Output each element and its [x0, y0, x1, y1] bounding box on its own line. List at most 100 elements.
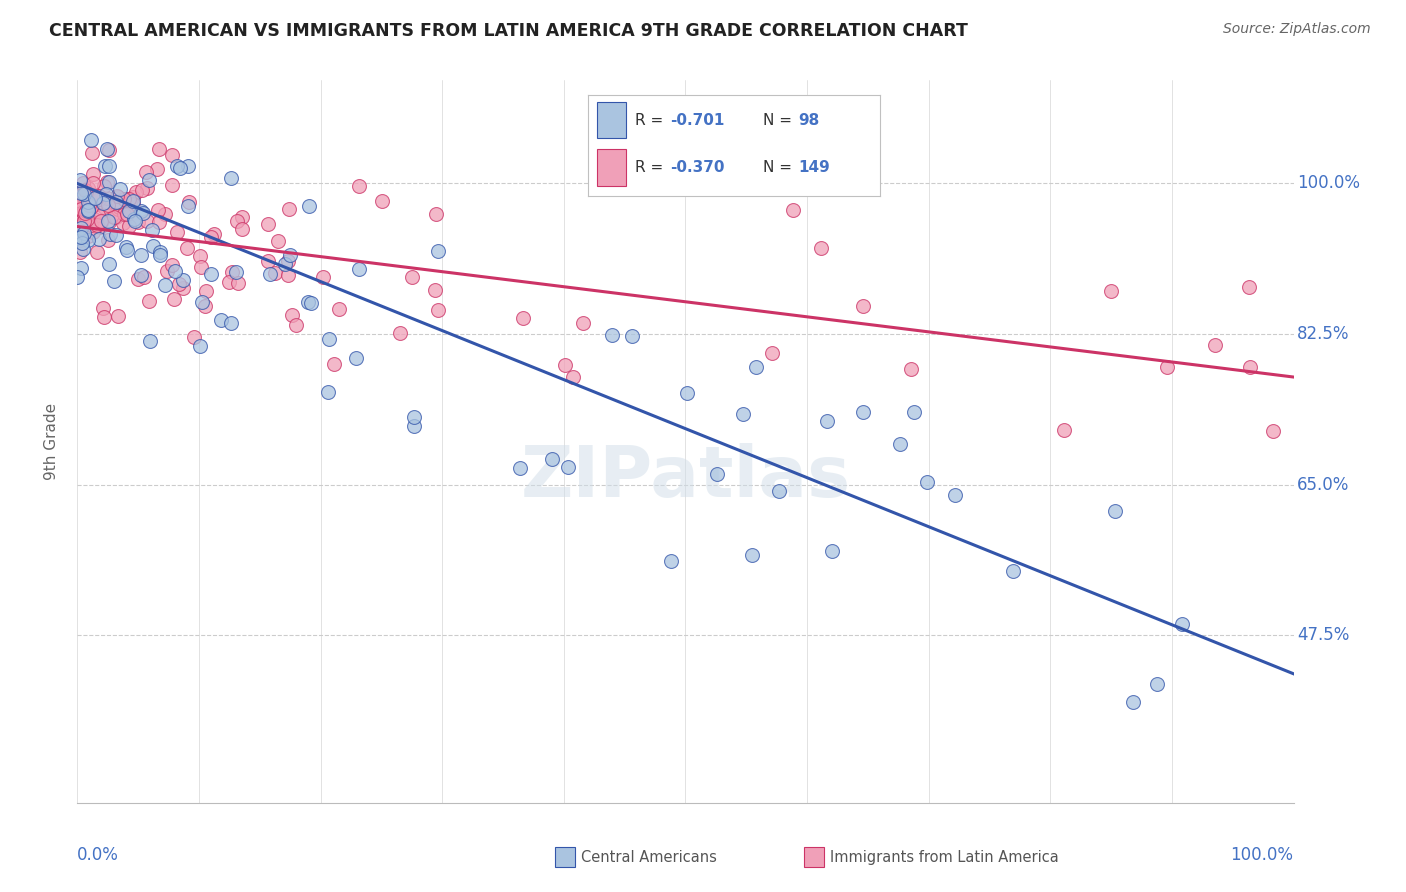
- Point: [97, 214, 120, 228]
- Point: [70, 196, 93, 211]
- Point: [82, 167, 104, 181]
- Point: [149, 248, 172, 262]
- Point: [72, 242, 94, 256]
- Point: [554, 358, 576, 372]
- Point: [509, 461, 531, 475]
- Point: [67, 230, 90, 244]
- Point: [943, 488, 966, 502]
- Point: [148, 142, 170, 156]
- Point: [231, 210, 253, 224]
- Point: [169, 161, 191, 176]
- Point: [69, 172, 91, 186]
- Point: [73, 227, 96, 241]
- Point: [77, 234, 100, 248]
- Point: [153, 277, 176, 292]
- Point: [111, 202, 134, 217]
- Point: [900, 362, 922, 376]
- Point: [371, 194, 394, 209]
- Text: 47.5%: 47.5%: [1298, 626, 1350, 644]
- Point: [111, 216, 134, 230]
- Point: [66, 220, 89, 235]
- Point: [76, 203, 98, 218]
- Point: [1156, 359, 1178, 374]
- Point: [163, 263, 186, 277]
- Point: [761, 345, 783, 359]
- Point: [87, 189, 110, 203]
- Point: [404, 410, 426, 425]
- Point: [200, 267, 222, 281]
- Point: [263, 266, 285, 280]
- Point: [125, 186, 148, 200]
- Point: [190, 260, 212, 274]
- Point: [903, 404, 925, 418]
- Point: [146, 203, 169, 218]
- Point: [86, 245, 108, 260]
- Text: CENTRAL AMERICAN VS IMMIGRANTS FROM LATIN AMERICA 9TH GRADE CORRELATION CHART: CENTRAL AMERICAN VS IMMIGRANTS FROM LATI…: [49, 22, 969, 40]
- Point: [70, 186, 93, 201]
- Point: [1099, 285, 1122, 299]
- Point: [129, 268, 152, 282]
- Point: [103, 210, 125, 224]
- Point: [1104, 504, 1126, 518]
- Point: [75, 203, 97, 218]
- Point: [226, 277, 249, 291]
- Point: [344, 351, 367, 365]
- Text: 82.5%: 82.5%: [1298, 325, 1350, 343]
- Point: [166, 225, 188, 239]
- Point: [75, 183, 97, 197]
- Point: [160, 147, 183, 161]
- Point: [132, 206, 155, 220]
- Point: [96, 142, 118, 156]
- Point: [706, 467, 728, 481]
- Point: [256, 217, 278, 231]
- Point: [821, 544, 844, 558]
- Point: [277, 268, 299, 283]
- Point: [103, 274, 125, 288]
- Point: [176, 198, 198, 212]
- Point: [69, 245, 91, 260]
- Point: [97, 233, 120, 247]
- Point: [177, 159, 200, 173]
- Point: [183, 330, 205, 344]
- Point: [145, 162, 167, 177]
- Point: [731, 407, 754, 421]
- Point: [162, 178, 184, 192]
- Point: [194, 284, 217, 298]
- Point: [67, 205, 90, 219]
- Point: [112, 192, 135, 206]
- Point: [97, 198, 120, 212]
- Point: [426, 244, 449, 258]
- Point: [221, 170, 243, 185]
- Point: [96, 194, 118, 209]
- Point: [82, 146, 104, 161]
- Point: [768, 483, 790, 498]
- Point: [73, 186, 96, 201]
- Point: [107, 200, 129, 214]
- Point: [67, 199, 90, 213]
- Point: [166, 159, 188, 173]
- Point: [112, 202, 135, 216]
- Point: [218, 275, 240, 289]
- Point: [231, 222, 253, 236]
- Point: [621, 328, 644, 343]
- Point: [72, 176, 94, 190]
- Point: [135, 181, 157, 195]
- Point: [91, 195, 114, 210]
- Point: [142, 239, 165, 253]
- Point: [1002, 564, 1025, 578]
- Point: [77, 198, 100, 212]
- Point: [96, 191, 118, 205]
- Point: [571, 317, 593, 331]
- Point: [118, 203, 141, 218]
- Point: [132, 270, 155, 285]
- Point: [93, 200, 115, 214]
- Point: [115, 243, 138, 257]
- Point: [194, 299, 217, 313]
- Text: 100.0%: 100.0%: [1230, 847, 1294, 864]
- Point: [76, 228, 98, 243]
- Point: [82, 176, 104, 190]
- Point: [104, 210, 127, 224]
- Point: [1239, 359, 1261, 374]
- Point: [118, 219, 141, 233]
- Point: [98, 214, 121, 228]
